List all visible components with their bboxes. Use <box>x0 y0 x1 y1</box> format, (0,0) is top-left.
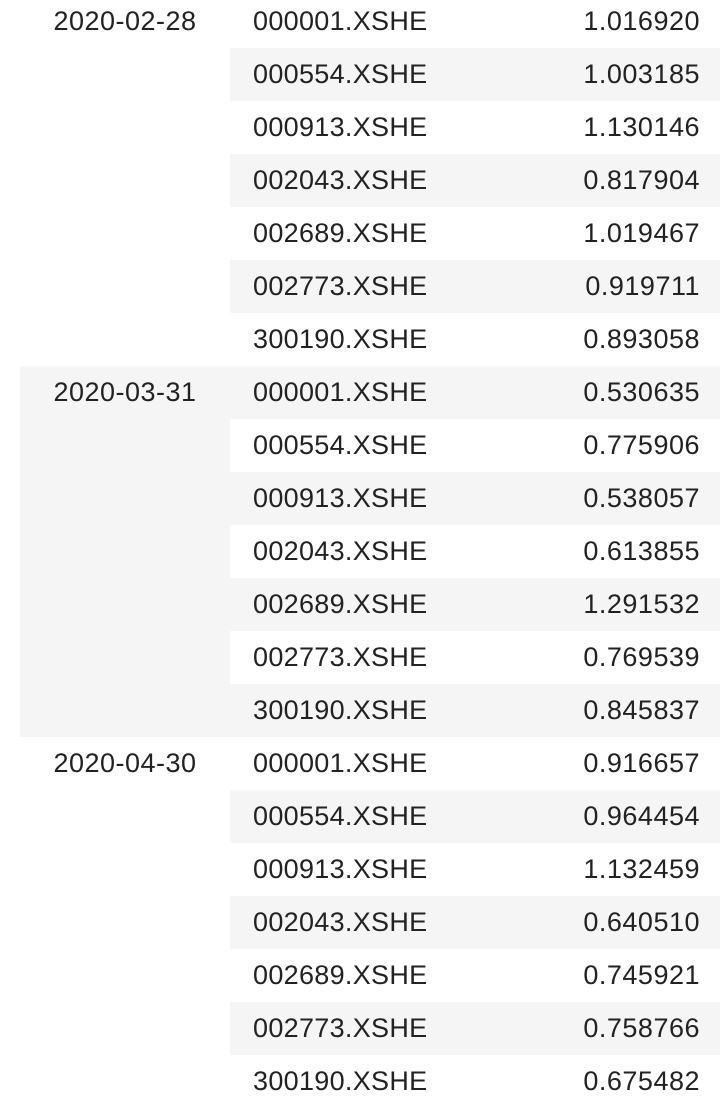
ticker-cell: 000913.XSHE <box>253 854 428 884</box>
ticker-cell: 002043.XSHE <box>253 165 428 195</box>
ticker-cell: 300190.XSHE <box>253 1066 428 1096</box>
ticker-cell: 000001.XSHE <box>253 377 428 407</box>
ticker-cell: 002773.XSHE <box>253 271 428 301</box>
ticker-cell: 002773.XSHE <box>253 1013 428 1043</box>
value-cell: 0.675482 <box>583 1066 700 1096</box>
value-cell: 1.130146 <box>583 112 700 142</box>
ticker-cell: 002773.XSHE <box>253 642 428 672</box>
value-cell: 0.769539 <box>583 642 700 672</box>
ticker-cell: 000554.XSHE <box>253 59 428 89</box>
value-cell: 0.893058 <box>583 324 700 354</box>
ticker-cell: 000554.XSHE <box>253 430 428 460</box>
table-row: 000001.XSHE 0.530635 <box>230 366 720 419</box>
value-cell: 1.003185 <box>583 59 700 89</box>
table-row: 300190.XSHE 0.845837 <box>230 684 720 737</box>
ticker-cell: 300190.XSHE <box>253 695 428 725</box>
table-row: 002043.XSHE 0.817904 <box>230 154 720 207</box>
table-row: 000913.XSHE 1.130146 <box>230 101 720 154</box>
table-row: 002689.XSHE 1.291532 <box>230 578 720 631</box>
value-cell: 0.919711 <box>585 271 700 301</box>
ticker-cell: 000001.XSHE <box>253 748 428 778</box>
value-cell: 0.817904 <box>583 165 700 195</box>
table-row: 000001.XSHE 1.016920 <box>230 0 720 48</box>
value-cell: 0.745921 <box>583 960 700 990</box>
ticker-cell: 000913.XSHE <box>253 112 428 142</box>
table-row: 002689.XSHE 1.019467 <box>230 207 720 260</box>
ticker-cell: 002043.XSHE <box>253 907 428 937</box>
table-group: 2020-03-31 000001.XSHE 0.530635 000554.X… <box>20 366 720 737</box>
table-row: 002689.XSHE 0.745921 <box>230 949 720 1002</box>
table-row: 002773.XSHE 0.919711 <box>230 260 720 313</box>
table-row: 000554.XSHE 0.964454 <box>230 790 720 843</box>
value-cell: 0.538057 <box>583 483 700 513</box>
ticker-cell: 300190.XSHE <box>253 324 428 354</box>
value-cell: 1.291532 <box>583 589 700 619</box>
table-row: 000554.XSHE 1.003185 <box>230 48 720 101</box>
date-cell: 2020-02-28 <box>53 6 197 36</box>
ticker-cell: 002689.XSHE <box>253 960 428 990</box>
value-cell: 0.775906 <box>583 430 700 460</box>
table-row: 000913.XSHE 0.538057 <box>230 472 720 525</box>
table-row: 300190.XSHE 0.675482 <box>230 1055 720 1108</box>
ticker-cell: 002043.XSHE <box>253 536 428 566</box>
value-cell: 0.530635 <box>583 377 700 407</box>
ticker-cell: 002689.XSHE <box>253 589 428 619</box>
ticker-cell: 002689.XSHE <box>253 218 428 248</box>
value-cell: 1.019467 <box>583 218 700 248</box>
date-cell: 2020-04-30 <box>53 748 197 778</box>
table-group: 2020-04-30 000001.XSHE 0.916657 000554.X… <box>20 737 720 1108</box>
value-cell: 0.640510 <box>583 907 700 937</box>
value-cell: 1.132459 <box>583 854 700 884</box>
value-cell: 0.758766 <box>583 1013 700 1043</box>
group-rows: 000001.XSHE 1.016920 000554.XSHE 1.00318… <box>230 0 720 366</box>
table-row: 002773.XSHE 0.758766 <box>230 1002 720 1055</box>
value-cell: 0.964454 <box>583 801 700 831</box>
table-row: 000913.XSHE 1.132459 <box>230 843 720 896</box>
ticker-cell: 000554.XSHE <box>253 801 428 831</box>
table-row: 002043.XSHE 0.613855 <box>230 525 720 578</box>
group-rows: 000001.XSHE 0.530635 000554.XSHE 0.77590… <box>230 366 720 737</box>
group-rows: 000001.XSHE 0.916657 000554.XSHE 0.96445… <box>230 737 720 1108</box>
value-cell: 0.613855 <box>583 536 700 566</box>
table-row: 002043.XSHE 0.640510 <box>230 896 720 949</box>
table-group: 2020-02-28 000001.XSHE 1.016920 000554.X… <box>20 0 720 366</box>
ticker-cell: 000001.XSHE <box>253 6 428 36</box>
data-table: 2020-02-28 000001.XSHE 1.016920 000554.X… <box>20 0 720 1108</box>
value-cell: 1.016920 <box>583 6 700 36</box>
table-row: 002773.XSHE 0.769539 <box>230 631 720 684</box>
ticker-cell: 000913.XSHE <box>253 483 428 513</box>
date-cell: 2020-03-31 <box>53 377 197 407</box>
table-row: 300190.XSHE 0.893058 <box>230 313 720 366</box>
value-cell: 0.916657 <box>583 748 700 778</box>
table-row: 000554.XSHE 0.775906 <box>230 419 720 472</box>
value-cell: 0.845837 <box>583 695 700 725</box>
table-row: 000001.XSHE 0.916657 <box>230 737 720 790</box>
